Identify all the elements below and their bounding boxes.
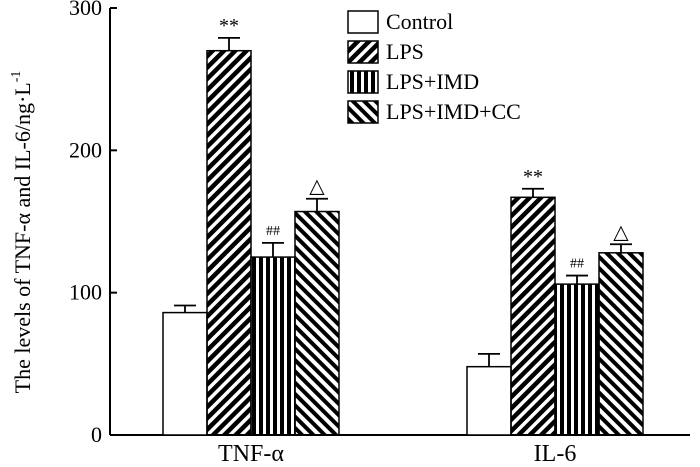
x-category-label: IL-6 xyxy=(534,441,577,467)
legend-swatch xyxy=(347,70,379,94)
bars: ** ## △ ** ## △ xyxy=(162,15,644,436)
y-tick-label: 200 xyxy=(69,137,102,162)
bar-group-item: ** xyxy=(510,166,556,436)
bar xyxy=(598,252,644,436)
y-tick-label: 0 xyxy=(91,422,102,447)
y-ticks: 0 100 200 300 xyxy=(69,0,117,447)
y-axis-label-text: The levels of TNF-α and IL-6/ng·L xyxy=(10,82,35,393)
bar xyxy=(466,365,512,436)
bar-group-item xyxy=(162,304,208,436)
legend-label: LPS xyxy=(386,39,424,64)
legend-label: LPS+IMD xyxy=(386,69,479,94)
y-tick-label: 300 xyxy=(69,0,102,20)
bar-group-item: ** xyxy=(206,15,252,436)
legend-label: LPS+IMD+CC xyxy=(386,99,521,124)
svg-text:The levels of TNF-α and IL-6/n: The levels of TNF-α and IL-6/ng·L-1 xyxy=(9,71,35,394)
legend-swatch xyxy=(347,100,379,124)
bar xyxy=(162,311,208,436)
x-category-labels: TNF-α IL-6 xyxy=(218,441,576,467)
significance-marker: ## xyxy=(570,257,584,272)
legend-swatch xyxy=(347,10,379,34)
bar-group-item xyxy=(466,352,512,436)
bar xyxy=(554,283,600,436)
significance-marker: ## xyxy=(266,224,280,239)
bar-group-item: ## xyxy=(250,224,296,436)
y-axis-label: The levels of TNF-α and IL-6/ng·L-1 xyxy=(9,71,35,394)
y-axis-label-superscript: -1 xyxy=(9,71,24,83)
y-tick-label: 100 xyxy=(69,280,102,305)
bar-group-item: ## xyxy=(554,257,600,436)
bar xyxy=(250,256,296,436)
bar xyxy=(206,49,252,436)
bar xyxy=(294,210,340,436)
bar-group-item: △ xyxy=(598,221,644,436)
legend-label: Control xyxy=(386,9,453,34)
bar-group-item: △ xyxy=(294,176,340,436)
bar xyxy=(510,196,556,436)
significance-marker: ** xyxy=(219,15,239,37)
significance-marker: △ xyxy=(613,221,629,243)
x-category-label: TNF-α xyxy=(218,441,284,467)
legend: Control LPS LPS+IMD LPS+IMD+CC xyxy=(347,9,521,124)
significance-marker: ** xyxy=(523,166,543,188)
legend-swatch xyxy=(347,40,379,64)
significance-marker: △ xyxy=(309,176,325,198)
